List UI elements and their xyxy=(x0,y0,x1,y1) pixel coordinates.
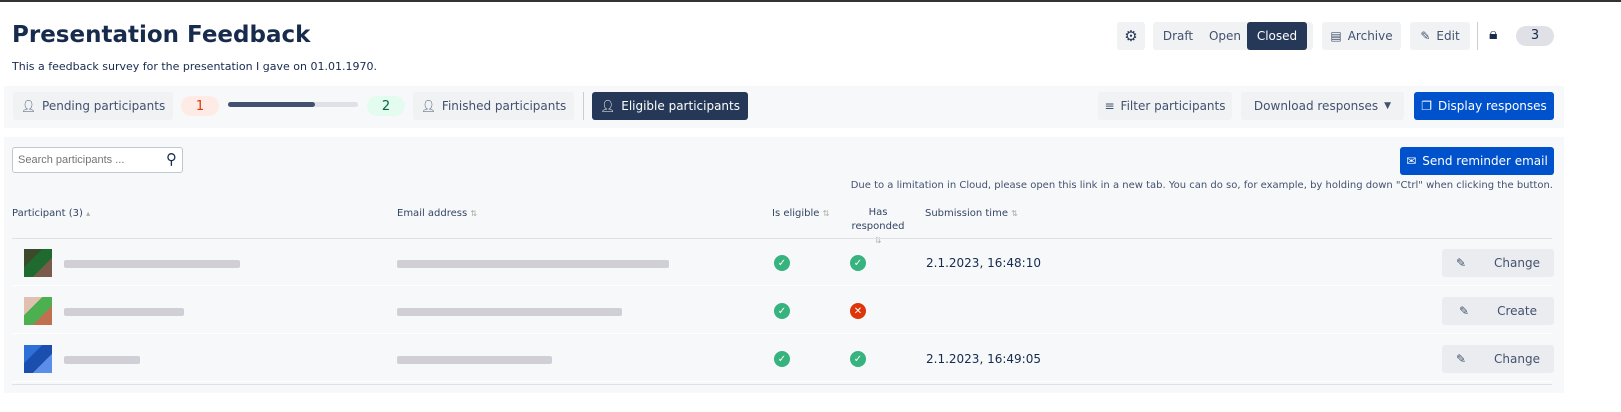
finished-label: Finished participants xyxy=(441,99,567,113)
create-button[interactable]: ✎ Create xyxy=(1442,297,1554,325)
archive-label: Archive xyxy=(1347,29,1393,43)
column-submission-time[interactable]: Submission time ⇅ xyxy=(925,208,1018,219)
filter-participants-button[interactable]: ≡ Filter participants xyxy=(1098,92,1232,120)
count-badge: 3 xyxy=(1516,26,1554,46)
action-label: Change xyxy=(1494,256,1540,270)
display-responses-button[interactable]: ❐ Display responses xyxy=(1414,92,1554,120)
archive-icon: ▤ xyxy=(1330,29,1342,43)
finished-participants-button[interactable]: 👤︎ Finished participants xyxy=(413,92,574,120)
pencil-icon: ✎ xyxy=(1420,29,1431,43)
eligible-check-icon: ✓ xyxy=(774,351,790,367)
status-draft[interactable]: Draft xyxy=(1162,29,1194,43)
pending-count: 1 xyxy=(181,96,219,116)
gear-icon: ⚙ xyxy=(1124,27,1138,45)
top-border xyxy=(0,0,1621,2)
avatar xyxy=(24,297,52,325)
divider xyxy=(583,92,584,120)
progress-fill xyxy=(228,102,316,107)
search-field[interactable]: ⚲ xyxy=(12,147,183,173)
divider xyxy=(1477,22,1478,50)
archive-button[interactable]: ▤ Archive xyxy=(1322,22,1401,50)
responded-check-icon: ✓ xyxy=(850,351,866,367)
not-responded-x-icon: ✕ xyxy=(850,303,866,319)
avatar xyxy=(24,345,52,373)
download-responses-dropdown[interactable]: Download responses ▼ xyxy=(1241,92,1404,120)
action-label: Create xyxy=(1497,304,1537,318)
cloud-limitation-note: Due to a limitation in Cloud, please ope… xyxy=(850,180,1553,191)
eligible-participants-button[interactable]: 👤︎ Eligible participants xyxy=(592,92,748,120)
pencil-icon: ✎ xyxy=(1455,256,1467,270)
copy-icon: ❐ xyxy=(1421,99,1432,113)
finished-count: 2 xyxy=(367,96,405,116)
change-button[interactable]: ✎ Change xyxy=(1442,249,1554,277)
display-label: Display responses xyxy=(1437,99,1547,113)
header-divider xyxy=(12,238,1552,239)
settings-button[interactable]: ⚙ xyxy=(1117,22,1145,50)
submission-time: 2.1.2023, 16:48:10 xyxy=(926,256,1041,270)
eligible-check-icon: ✓ xyxy=(774,303,790,319)
filter-icon: ≡ xyxy=(1104,99,1115,113)
search-icon[interactable]: ⚲ xyxy=(166,150,177,168)
action-label: Change xyxy=(1494,352,1540,366)
change-button[interactable]: ✎ Change xyxy=(1442,345,1554,373)
page-subtitle: This a feedback survey for the presentat… xyxy=(12,60,377,73)
user-check-icon: 👤︎ xyxy=(420,99,436,113)
eligible-check-icon: ✓ xyxy=(774,255,790,271)
user-icon: 👤︎ xyxy=(600,99,616,113)
user-x-icon: 👤︎ xyxy=(20,99,37,113)
status-segmented-control[interactable]: Draft Open Closed xyxy=(1153,22,1313,50)
pencil-icon: ✎ xyxy=(1459,304,1470,318)
mail-icon: ✉ xyxy=(1406,154,1417,168)
column-participant[interactable]: Participant (3) ▴ xyxy=(12,208,91,219)
table-row: ✓ ✓ 2.1.2023, 16:49:05 ✎ Change xyxy=(12,336,1554,382)
pending-label: Pending participants xyxy=(42,99,166,113)
search-input[interactable] xyxy=(18,149,153,171)
send-reminder-button[interactable]: ✉ Send reminder email xyxy=(1400,147,1554,175)
send-reminder-label: Send reminder email xyxy=(1422,154,1548,168)
submission-time: 2.1.2023, 16:49:05 xyxy=(926,352,1041,366)
eligible-label: Eligible participants xyxy=(621,99,740,113)
edit-label: Edit xyxy=(1436,29,1460,43)
participant-name-redacted xyxy=(64,308,184,316)
responded-check-icon: ✓ xyxy=(850,255,866,271)
lock-icon[interactable]: 🔒︎ xyxy=(1489,24,1498,43)
progress-bar xyxy=(228,102,358,107)
table-row: ✓ ✕ ✎ Create xyxy=(12,288,1554,334)
participant-name-redacted xyxy=(64,356,140,364)
column-email[interactable]: Email address ⇅ xyxy=(397,208,478,219)
edit-button[interactable]: ✎ Edit xyxy=(1410,22,1470,50)
page-title: Presentation Feedback xyxy=(12,22,311,48)
download-label: Download responses xyxy=(1253,99,1379,113)
email-redacted xyxy=(397,356,552,364)
email-redacted xyxy=(397,308,622,316)
email-redacted xyxy=(397,260,669,268)
column-eligible[interactable]: Is eligible ⇅ xyxy=(772,208,830,219)
status-open[interactable]: Open xyxy=(1208,29,1242,43)
avatar xyxy=(24,249,52,277)
status-closed[interactable]: Closed xyxy=(1247,22,1307,50)
chevron-down-icon: ▼ xyxy=(1384,101,1392,111)
table-row: ✓ ✓ 2.1.2023, 16:48:10 ✎ Change xyxy=(12,240,1554,286)
column-responded[interactable]: Has responded ⇅ xyxy=(851,207,905,245)
filter-label: Filter participants xyxy=(1120,99,1226,113)
pending-participants-button[interactable]: 👤︎ Pending participants xyxy=(13,92,173,120)
participant-name-redacted xyxy=(64,260,240,268)
pencil-icon: ✎ xyxy=(1455,352,1467,366)
table-bottom-divider xyxy=(12,384,1552,385)
